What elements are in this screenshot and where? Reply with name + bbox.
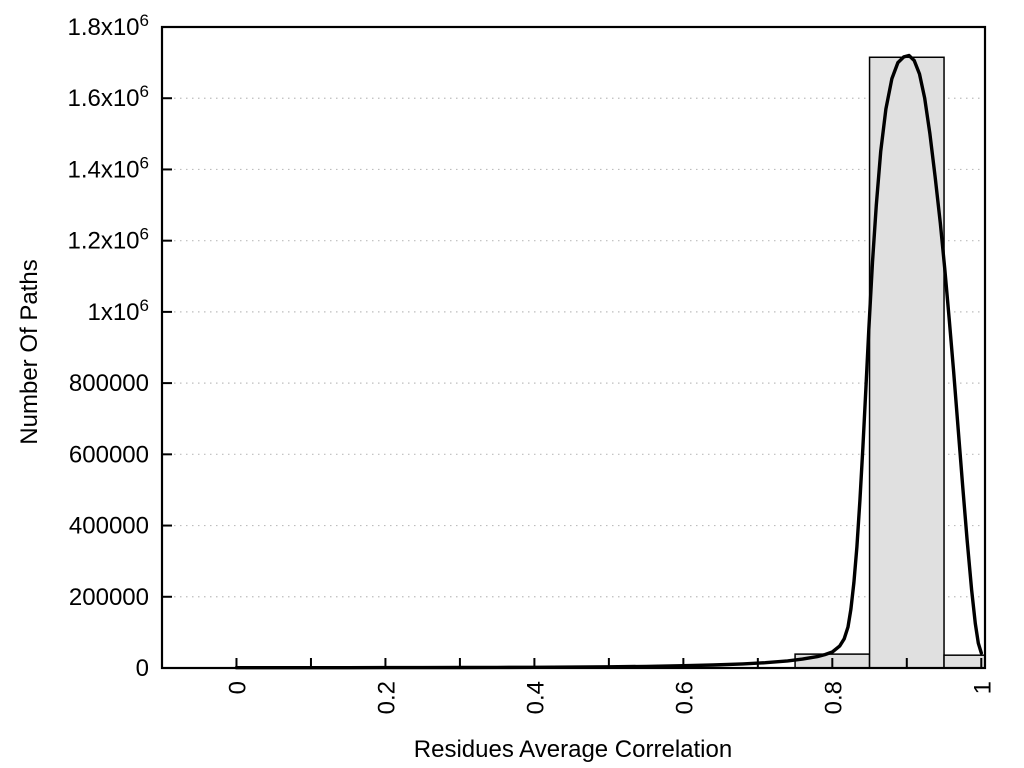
y-tick-label: 800000 bbox=[69, 370, 149, 397]
x-tick-label: 0.8 bbox=[820, 681, 847, 714]
x-tick-label: 0 bbox=[224, 681, 251, 694]
x-ticks bbox=[235, 658, 983, 668]
y-tick-label: 1x106 bbox=[87, 296, 149, 326]
y-tick-labels: 0 200000 400000 600000 800000 1x106 1.2x106 1.4… bbox=[67, 11, 149, 682]
x-tick-label: 0.4 bbox=[522, 681, 549, 714]
histogram-bar bbox=[943, 654, 986, 669]
x-tick-label: 0.6 bbox=[671, 681, 698, 714]
x-tick-label: 1 bbox=[969, 681, 996, 694]
y-axis-title: Number Of Paths bbox=[16, 259, 43, 444]
y-ticks bbox=[162, 26, 172, 669]
y-tick-label: 200000 bbox=[69, 584, 149, 611]
y-tick-label: 1.2x106 bbox=[67, 225, 149, 255]
x-tick-label: 0.2 bbox=[373, 681, 400, 714]
x-axis-title: Residues Average Correlation bbox=[414, 736, 732, 763]
plot-border bbox=[160, 25, 987, 670]
y-tick-label: 1.8x106 bbox=[67, 11, 149, 41]
y-tick-label: 1.4x106 bbox=[67, 153, 149, 183]
y-tick-label: 400000 bbox=[69, 513, 149, 540]
y-tick-label: 600000 bbox=[69, 441, 149, 468]
y-tick-label: 0 bbox=[136, 655, 149, 682]
x-tick-labels: 0 0.2 0.4 0.6 0.8 1 bbox=[224, 681, 996, 714]
y-tick-label: 1.6x106 bbox=[67, 82, 149, 112]
